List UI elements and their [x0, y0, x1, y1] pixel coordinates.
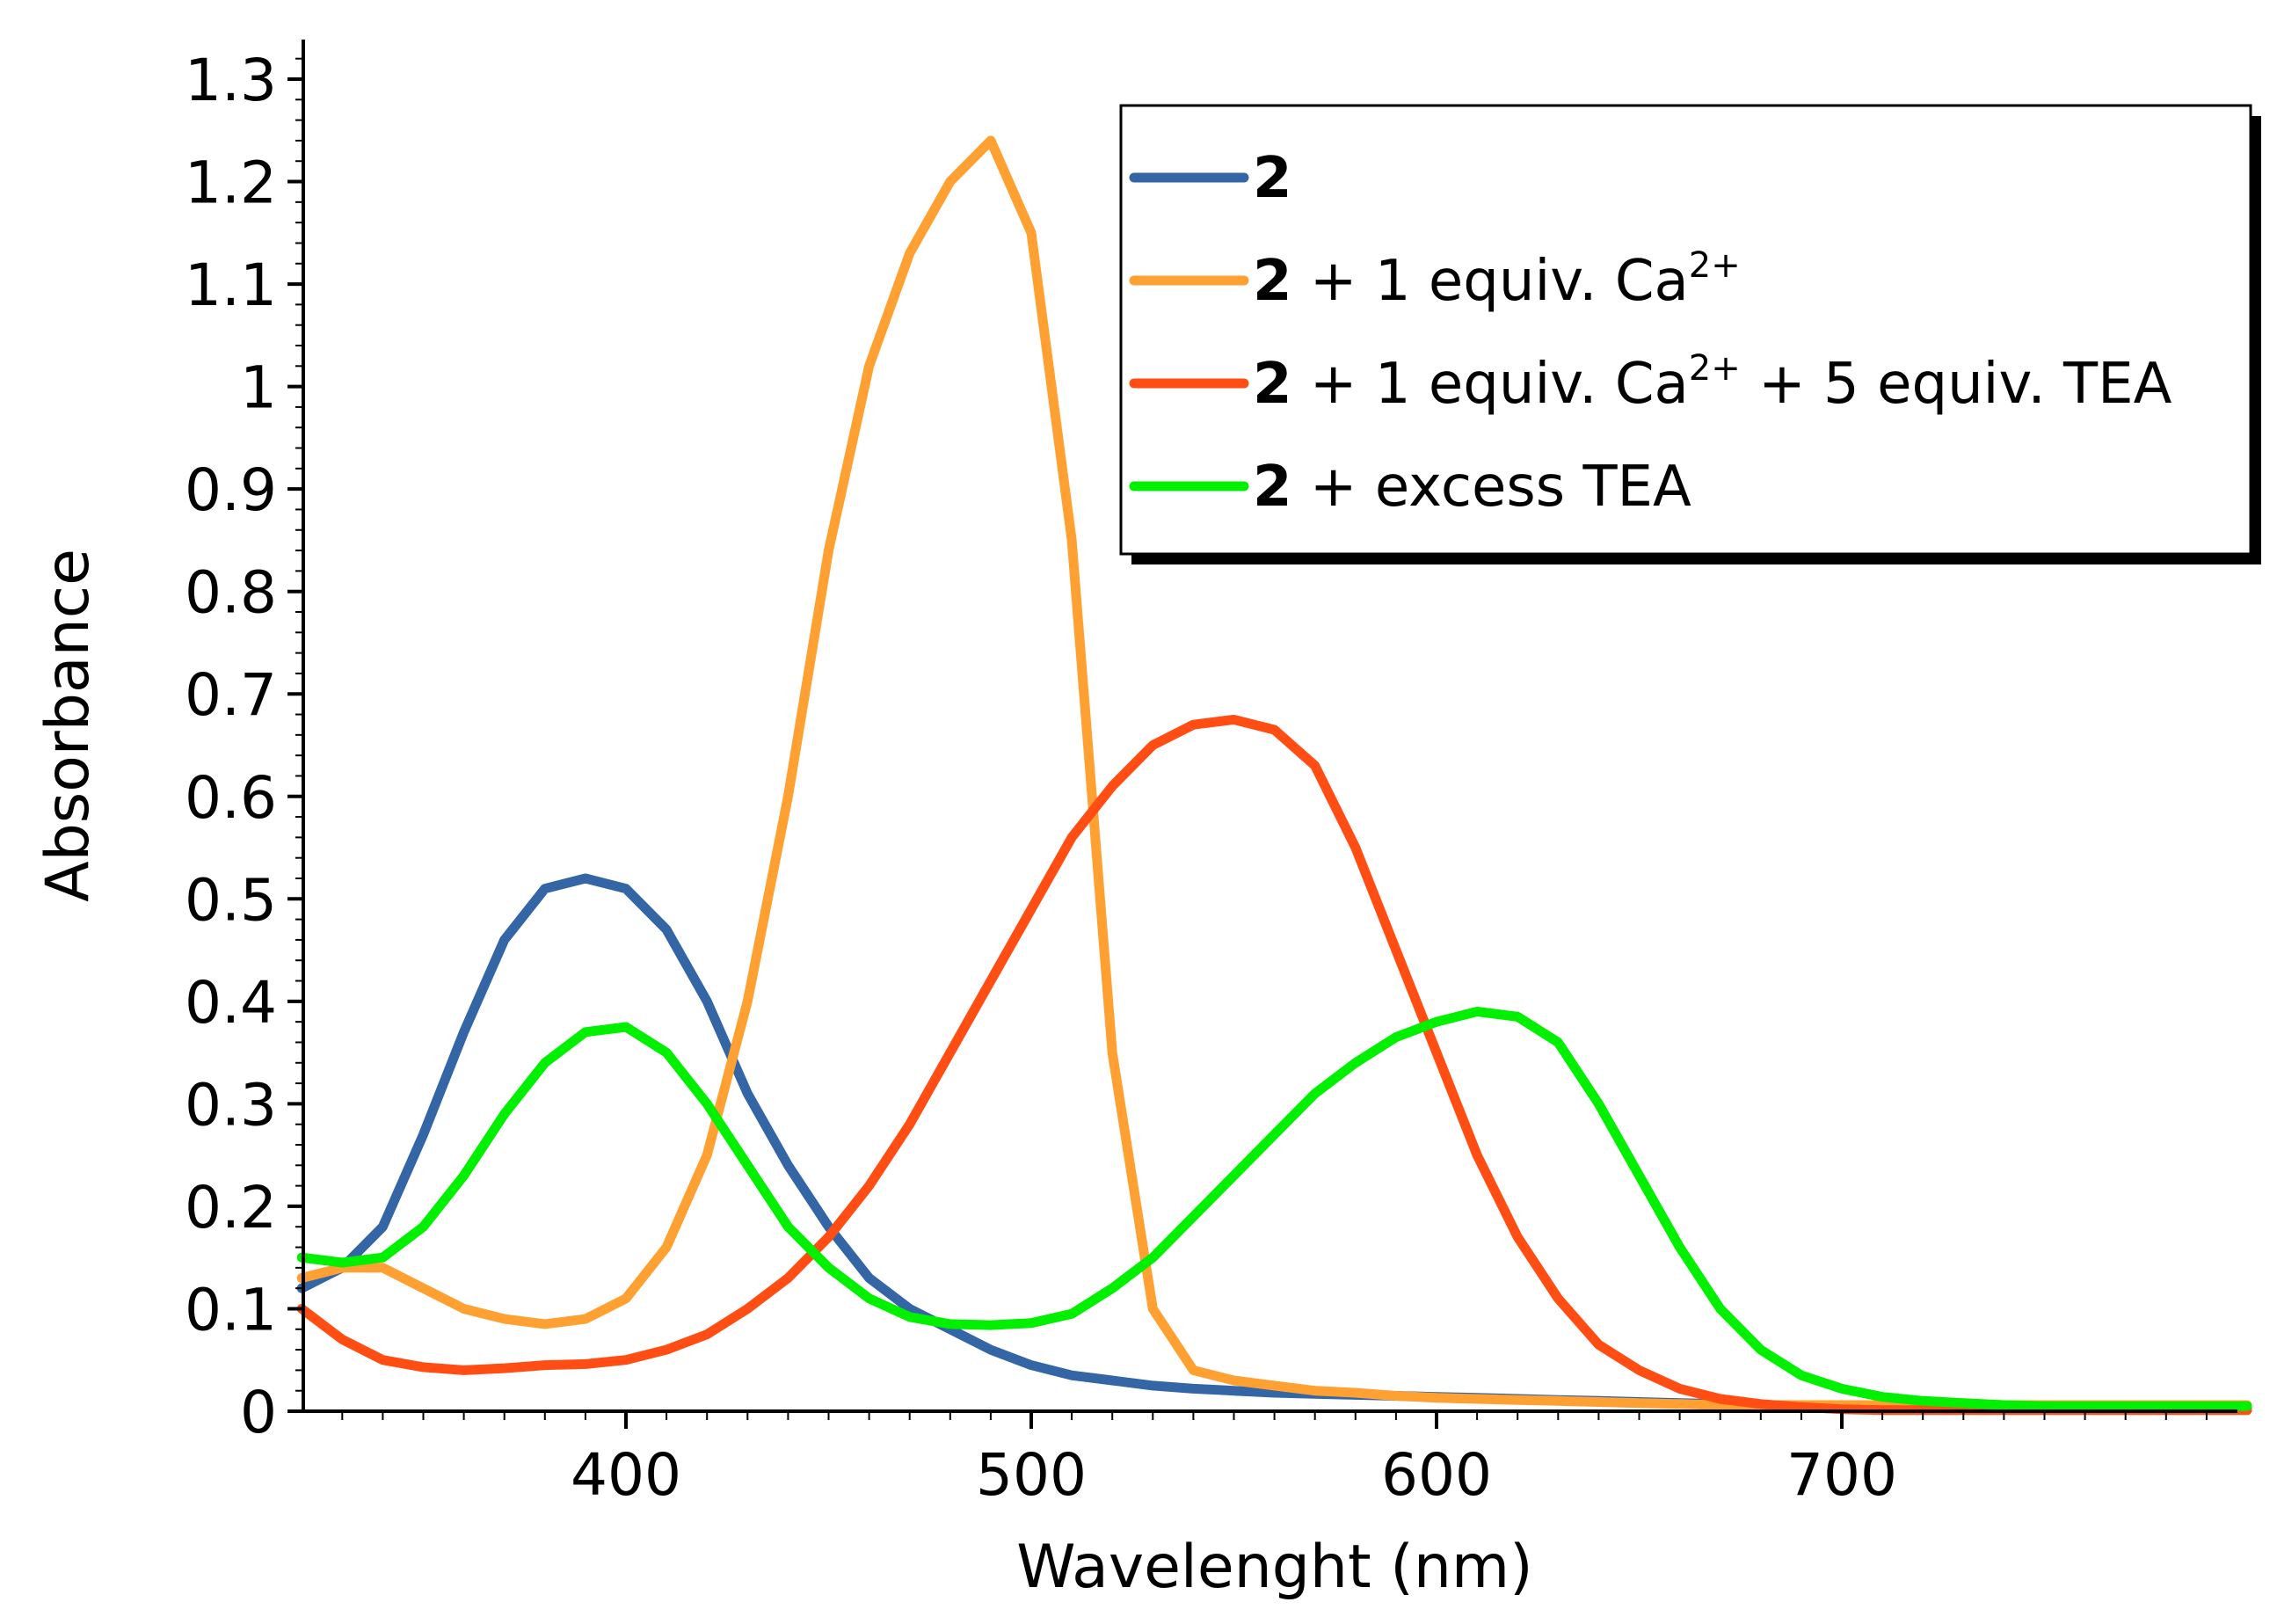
y-tick-label: 0: [240, 1379, 277, 1446]
legend-label-tail: + 5 equiv. TEA: [1741, 352, 2172, 417]
y-tick-label: 1.2: [185, 149, 277, 217]
x-tick-label: 400: [571, 1441, 681, 1509]
legend-label-bold: 2: [1253, 146, 1292, 211]
legend-label-superscript: 2+: [1689, 348, 1741, 389]
legend-box: [1119, 104, 2252, 556]
y-tick-label: 0.8: [185, 559, 277, 627]
legend-label-bold: 2: [1253, 455, 1292, 520]
y-tick-label: 0.7: [185, 661, 277, 729]
x-tick-label: 600: [1381, 1441, 1492, 1509]
legend: 22 + 1 equiv. Ca2+2 + 1 equiv. Ca2+ + 5 …: [1119, 104, 2261, 564]
y-tick-label: 0.2: [185, 1174, 277, 1242]
y-tick-label: 0.3: [185, 1071, 277, 1139]
legend-label-bold: 2: [1253, 352, 1292, 417]
y-tick-label: 0.9: [185, 456, 277, 524]
y-tick-label: 0.4: [185, 969, 277, 1037]
x-tick-label: 500: [976, 1441, 1087, 1509]
x-tick-label: 700: [1786, 1441, 1897, 1509]
legend-label-bold: 2: [1253, 249, 1292, 314]
y-tick-label: 1.1: [185, 251, 277, 319]
legend-entries: 22 + 1 equiv. Ca2+2 + 1 equiv. Ca2+ + 5 …: [1129, 146, 2172, 520]
legend-label-4: 2 + excess TEA: [1253, 455, 1691, 520]
legend-label-3: 2 + 1 equiv. Ca2+ + 5 equiv. TEA: [1253, 348, 2172, 417]
legend-label-superscript: 2+: [1689, 245, 1741, 286]
legend-label-text: + 1 equiv. Ca: [1292, 352, 1689, 417]
y-tick-label: 1: [240, 354, 277, 422]
y-tick-label: 0.6: [185, 764, 277, 832]
legend-label-2: 2 + 1 equiv. Ca2+: [1253, 245, 1741, 314]
series-line-4: [296, 1007, 2252, 1411]
y-axis-title: Absorbance: [33, 549, 103, 902]
x-axis-title: Wavelenght (nm): [1016, 1533, 1532, 1602]
y-tick-label: 0.5: [185, 866, 277, 934]
legend-label-text: + excess TEA: [1292, 455, 1691, 520]
legend-label-1: 2: [1253, 146, 1292, 211]
y-tick-label: 1.3: [185, 47, 277, 114]
legend-label-text: + 1 equiv. Ca: [1292, 249, 1689, 314]
ticks-layer: 0 0.1 0.2 0.3 0.4 0.5 0.6 0.7 0.8 0.9 1 1.1 1.2 1.3 40…: [185, 47, 2208, 1509]
y-tick-label: 0.1: [185, 1276, 277, 1344]
